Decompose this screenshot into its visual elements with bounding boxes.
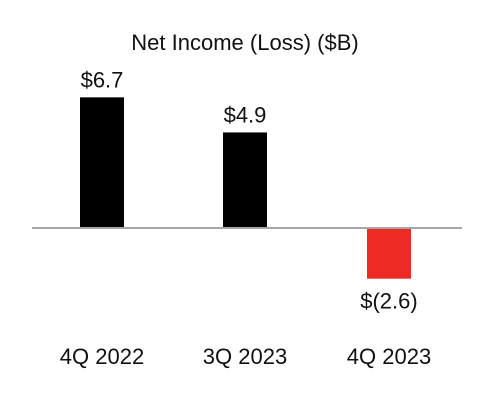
value-label-0: $6.7: [81, 67, 124, 92]
category-label-2: 4Q 2023: [347, 344, 431, 369]
value-label-2: $(2.6): [360, 289, 417, 314]
labels-layer: $6.7 4Q 2022 $4.9 3Q 2023 $(2.6) 4Q 2023: [60, 67, 431, 369]
bar-1: [223, 132, 267, 228]
bar-0: [80, 97, 124, 228]
value-label-1: $4.9: [224, 102, 267, 127]
chart-title: Net Income (Loss) ($B): [131, 30, 358, 55]
category-label-0: 4Q 2022: [60, 344, 144, 369]
bar-2: [367, 228, 411, 279]
bars-layer: [80, 97, 411, 279]
category-label-1: 3Q 2023: [203, 344, 287, 369]
